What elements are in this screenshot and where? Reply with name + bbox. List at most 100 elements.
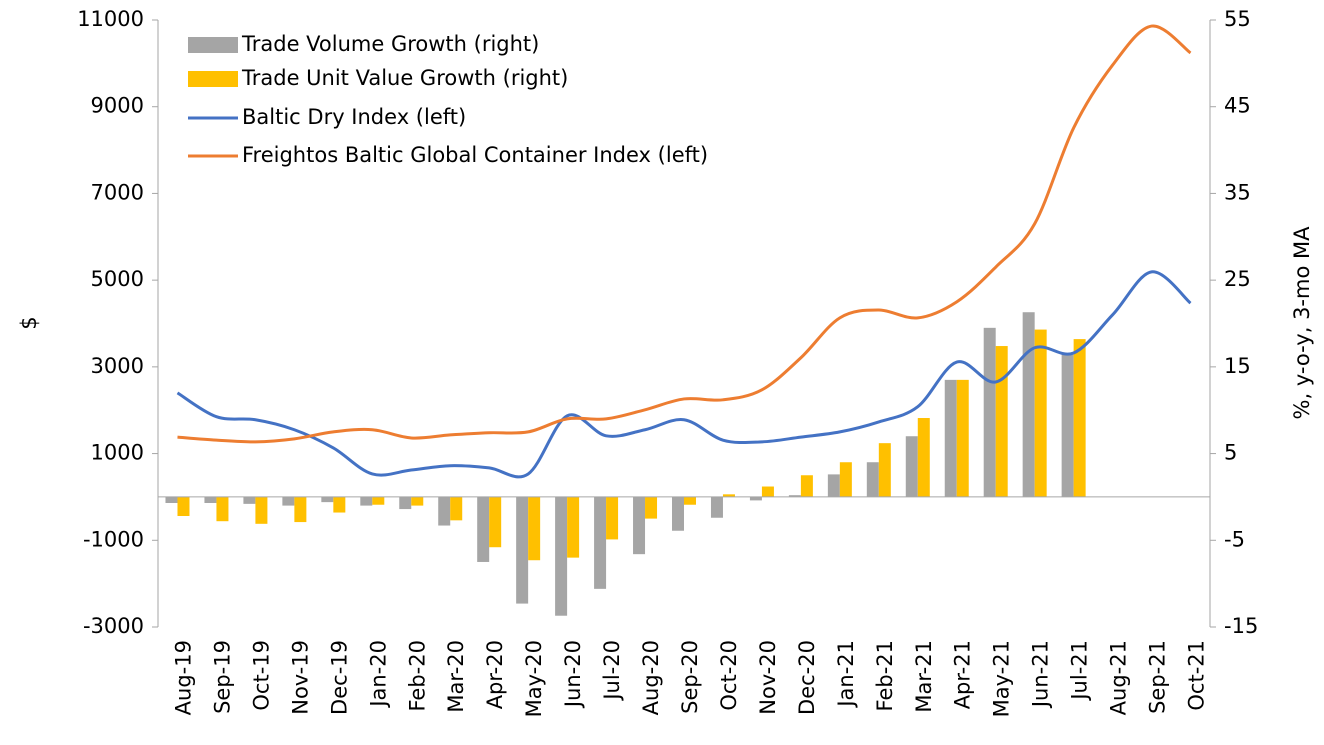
x-tick-label: Apr-21 <box>951 640 975 709</box>
x-tick-label: Dec-19 <box>327 640 351 715</box>
bar <box>788 495 801 497</box>
bar <box>866 462 879 497</box>
x-tick-label: Oct-19 <box>249 640 273 711</box>
bar <box>411 496 424 506</box>
x-tick-label: Jun-20 <box>561 640 585 709</box>
bar <box>243 496 256 504</box>
bar <box>567 496 580 558</box>
x-tick-label: Jul-20 <box>600 640 624 702</box>
bar <box>360 496 373 506</box>
bar <box>1073 339 1086 497</box>
bar <box>204 496 217 503</box>
bar <box>722 494 735 497</box>
bar <box>878 443 891 497</box>
y-axis-label: $ <box>17 316 41 329</box>
bar <box>399 496 412 510</box>
bar <box>749 496 762 501</box>
line <box>176 270 1192 479</box>
bar <box>594 496 607 589</box>
bar <box>477 496 490 562</box>
bar <box>333 496 346 513</box>
x-tick-label: Nov-20 <box>756 640 780 715</box>
y-tick-label: 9000 <box>91 94 144 118</box>
legend-label: Trade Volume Growth (right) <box>241 32 539 56</box>
bar <box>800 475 813 497</box>
x-tick-label: Jan-20 <box>366 640 390 709</box>
bar <box>917 418 930 497</box>
bar <box>606 496 619 540</box>
y2-tick-label: 5 <box>1224 441 1237 465</box>
x-tick-label: Sep-19 <box>210 640 234 714</box>
bar <box>645 496 658 519</box>
bar <box>710 496 723 518</box>
x-tick-label: May-20 <box>522 640 546 717</box>
x-tick-label: Sep-21 <box>1146 640 1170 714</box>
legend-swatch <box>188 37 238 53</box>
x-tick-label: Dec-20 <box>795 640 819 715</box>
y2-tick-label: -15 <box>1224 614 1258 638</box>
y-tick-label: -1000 <box>83 527 144 551</box>
bar <box>995 346 1008 497</box>
x-tick-label: Apr-20 <box>483 640 507 709</box>
x-tick-label: Aug-20 <box>639 640 663 715</box>
bar <box>177 496 190 517</box>
y2-axis-label: %, y-o-y, 3-mo MA <box>1290 226 1314 420</box>
bar <box>1034 329 1047 497</box>
bar <box>761 486 774 497</box>
y2-tick-label: 25 <box>1224 267 1251 291</box>
y2-tick-label: 15 <box>1224 354 1251 378</box>
x-tick-label: Oct-20 <box>717 640 741 711</box>
bar <box>956 379 969 497</box>
x-tick-label: Mar-20 <box>444 640 468 713</box>
bar <box>944 379 957 497</box>
bar <box>905 436 918 497</box>
x-tick-label: Jun-21 <box>1029 640 1053 709</box>
bar <box>489 496 502 548</box>
y2-tick-label: 35 <box>1224 180 1251 204</box>
bar <box>438 496 451 526</box>
legend-swatch <box>188 71 238 87</box>
y-tick-label: 11000 <box>77 7 144 31</box>
bar <box>282 496 295 506</box>
bar <box>516 496 529 604</box>
x-tick-label: Oct-21 <box>1185 640 1209 711</box>
bar <box>839 462 852 497</box>
bar <box>1022 312 1035 497</box>
y2-tick-label: 45 <box>1224 94 1251 118</box>
x-tick-label: Jul-21 <box>1068 640 1092 702</box>
legend-label: Freightos Baltic Global Container Index … <box>242 143 708 167</box>
bar <box>255 496 268 524</box>
x-tick-label: Nov-19 <box>288 640 312 715</box>
bar <box>672 496 684 531</box>
bar <box>294 496 307 523</box>
legend-label: Baltic Dry Index (left) <box>242 105 466 129</box>
x-tick-label: Sep-20 <box>678 640 702 714</box>
bar <box>528 496 541 561</box>
bar <box>983 327 996 497</box>
bar <box>633 496 646 555</box>
y-tick-label: 5000 <box>91 267 144 291</box>
x-tick-label: Jan-21 <box>834 640 858 709</box>
x-tick-label: Aug-19 <box>171 640 195 715</box>
bar <box>555 496 568 616</box>
y-tick-label: 1000 <box>91 441 144 465</box>
bar <box>372 496 385 505</box>
line <box>177 24 1192 444</box>
y2-tick-label: 55 <box>1224 7 1251 31</box>
legend-label: Trade Unit Value Growth (right) <box>241 66 568 90</box>
y-tick-label: 3000 <box>91 354 144 378</box>
x-tick-label: Aug-21 <box>1107 640 1131 715</box>
bar <box>1061 354 1074 497</box>
bar <box>216 496 229 522</box>
bar <box>827 474 840 497</box>
bar <box>450 496 463 521</box>
x-tick-label: May-21 <box>990 640 1014 717</box>
bar <box>684 496 696 505</box>
x-tick-label: Feb-21 <box>873 640 897 711</box>
bar <box>321 496 334 503</box>
x-tick-label: Feb-20 <box>405 640 429 711</box>
y-tick-label: 7000 <box>91 180 144 204</box>
x-tick-label: Mar-21 <box>912 640 936 713</box>
